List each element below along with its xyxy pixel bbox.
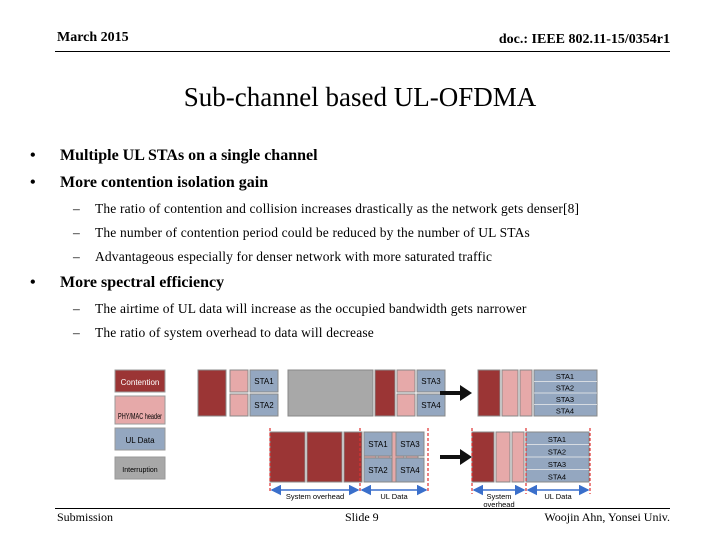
sub-bullet-text: The number of contention period could be… [95,225,530,240]
sta3-label: STA3 [400,440,420,449]
legend-contention-label: Contention [121,378,160,387]
sub-bullet-dash: – [73,201,80,216]
sta1-label: STA1 [556,372,574,381]
bullet-text: Multiple UL STAs on a single channel [60,147,318,164]
sta1-label: STA1 [368,440,388,449]
footer-rule [55,508,670,509]
legend-interruption-swatch [114,456,166,480]
legend-uldata-label: UL Data [125,436,155,445]
sta3-label: STA3 [421,377,441,386]
sub-bullet-text: The ratio of contention and collision in… [95,201,580,216]
bullet-dot: • [30,174,36,191]
sta1-label: STA1 [548,435,566,444]
sta1-label: STA1 [254,377,274,386]
sub-bullet-dash: – [73,301,80,316]
legend-interruption-label: Interruption [122,467,158,474]
legend-contention-swatch [114,369,166,393]
legend-header-label: PHY/MAC header [118,412,162,421]
timeline-top-left: STA1 STA2 STA3 STA4 [197,369,446,417]
sta2-label: STA2 [548,448,566,457]
system-overhead-short-line1: System [486,492,511,501]
ul-data-label: UL Data [544,492,572,501]
sub-bullet-dash: – [73,225,80,240]
sub-bullet-text: The airtime of UL data will increase as … [95,301,527,316]
footer-submission: Submission [57,510,114,524]
sta4-label: STA4 [421,401,441,410]
sta4-label: STA4 [400,466,420,475]
legend: Contention PHY/MAC header UL Data Interr… [114,369,166,480]
header-rule [55,51,670,52]
ul-data-label: UL Data [380,492,408,501]
header-date: March 2015 [57,30,129,45]
sta3-label: STA3 [556,395,574,404]
sta4-label: STA4 [556,407,574,416]
bullet-dot: • [30,274,36,291]
timeline-top-right: STA1 STA2 STA3 STA4 [477,369,598,417]
sta2-label: STA2 [254,401,274,410]
sub-bullet-text: The ratio of system overhead to data wil… [95,325,374,340]
legend-uldata-swatch [114,427,166,451]
footer-slide-number: Slide 9 [345,510,379,524]
sta2-label: STA2 [368,466,388,475]
timeline-bottom-left: STA1 STA3 STA2 STA4 System overhead UL D… [269,428,429,501]
sub-bullet-text: Advantageous especially for denser netwo… [95,249,493,264]
bullet-text: More spectral efficiency [60,274,225,291]
sub-bullet-dash: – [73,249,80,264]
bullet-dot: • [30,147,36,164]
transform-arrows [440,385,472,465]
sta3-label: STA3 [548,460,566,469]
ofdma-diagram: Contention PHY/MAC header UL Data Interr… [114,369,598,509]
timeline-bottom-right: STA1 STA2 STA3 STA4 System overhead UL D… [471,428,591,509]
sta4-label: STA4 [548,473,566,482]
system-overhead-short-line2: overhead [483,500,514,509]
header-doc-id: doc.: IEEE 802.11-15/0354r1 [498,32,670,47]
slide-title: Sub-channel based UL-OFDMA [183,82,537,112]
sta2-label: STA2 [556,384,574,393]
bullet-text: More contention isolation gain [60,174,269,191]
system-overhead-label: System overhead [286,492,344,501]
footer-author: Woojin Ahn, Yonsei Univ. [544,510,670,524]
legend-header-swatch [114,395,166,425]
sub-bullet-dash: – [73,325,80,340]
